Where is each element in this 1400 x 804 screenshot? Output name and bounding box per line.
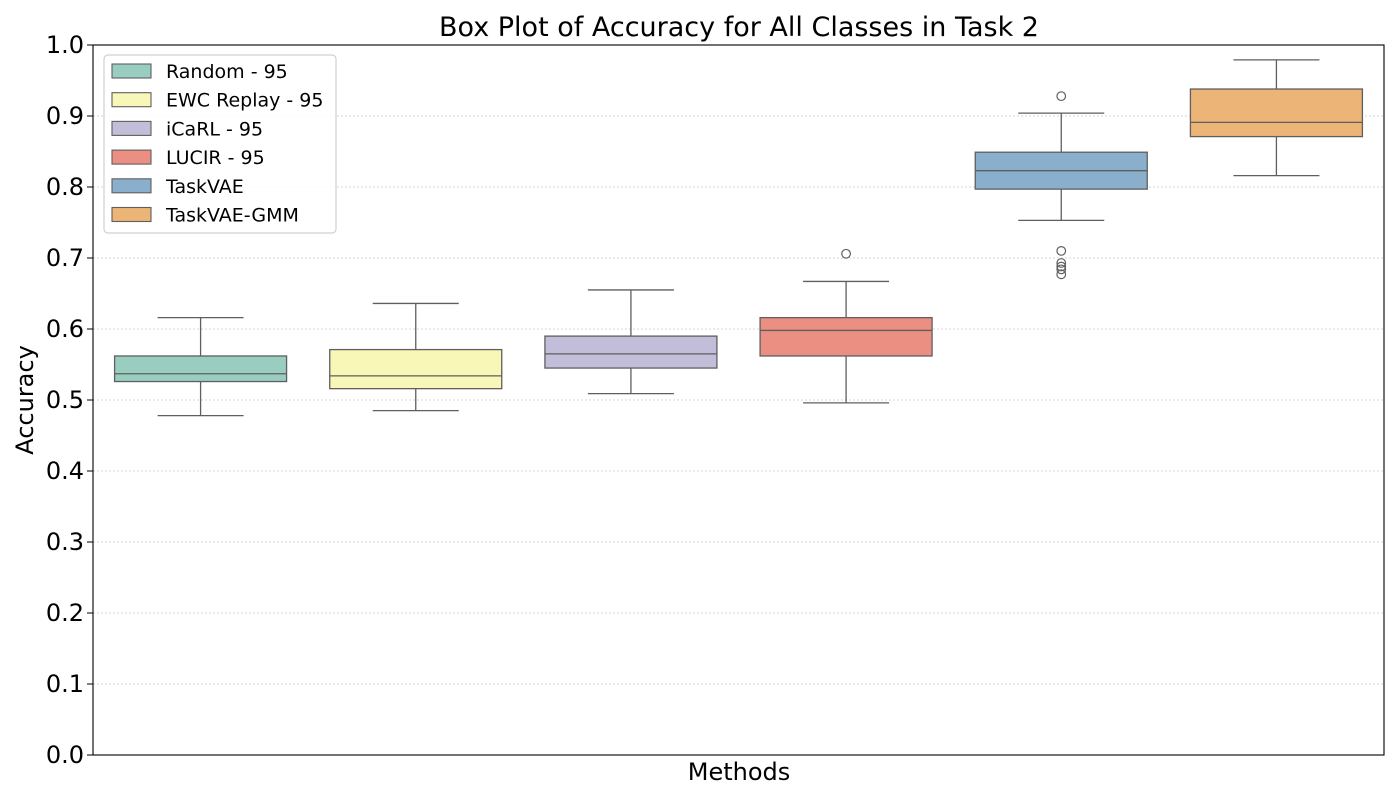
- legend-label-1: EWC Replay - 95: [166, 90, 323, 112]
- y-tick-label-7: 0.7: [46, 244, 84, 272]
- y-axis-label: Accuracy: [11, 345, 39, 455]
- x-axis-label: Methods: [688, 758, 791, 786]
- legend-swatch-2: [111, 120, 152, 136]
- outlier-4-0: [1056, 91, 1067, 102]
- outlier-4-4: [1056, 264, 1067, 275]
- y-tick-label-8: 0.8: [46, 173, 84, 201]
- chart-title: Box Plot of Accuracy for All Classes in …: [439, 12, 1039, 43]
- box-series-2: [544, 289, 718, 395]
- legend-label-3: LUCIR - 95: [166, 147, 265, 169]
- box-1: [329, 348, 503, 390]
- box-series-group: [113, 59, 1364, 417]
- legend-label-4: TaskVAE: [165, 176, 244, 198]
- outlier-4-3: [1056, 261, 1067, 272]
- box-series-0: [113, 316, 288, 417]
- outlier-3-0: [841, 248, 851, 259]
- box-3: [759, 316, 933, 357]
- legend-swatch-5: [111, 206, 152, 223]
- box-series-5: [1189, 59, 1364, 177]
- legend-swatch-1: [111, 92, 152, 108]
- legend: Random - 95 EWC Replay - 95 iCaRL - 95 LUCI…: [103, 54, 337, 234]
- y-tick-label-10: 1.0: [46, 31, 84, 59]
- box-series-1: [329, 302, 503, 412]
- legend-label-0: Random - 95: [166, 61, 288, 83]
- y-axis-ticks: 0.0 0.1 0.2 0.3 0.4 0.5 0.6 0.7 0.8 0.9 1.0: [46, 31, 93, 769]
- legend-swatch-4: [111, 178, 152, 194]
- y-tick-label-6: 0.6: [46, 315, 84, 343]
- box-series-4: [974, 91, 1148, 280]
- y-tick-label-3: 0.3: [46, 528, 84, 556]
- legend-label-2: iCaRL - 95: [166, 118, 263, 140]
- box-5: [1189, 88, 1364, 138]
- legend-swatch-0: [111, 63, 152, 79]
- y-tick-label-1: 0.1: [46, 670, 84, 698]
- y-tick-label-0: 0.0: [46, 741, 84, 769]
- y-tick-label-5: 0.5: [46, 386, 84, 414]
- y-tick-label-4: 0.4: [46, 457, 84, 485]
- outlier-4-2: [1056, 258, 1067, 268]
- y-tick-label-9: 0.9: [46, 102, 84, 130]
- y-tick-label-2: 0.2: [46, 599, 84, 627]
- legend-label-5: TaskVAE-GMM: [165, 205, 299, 227]
- outlier-4-1: [1056, 245, 1067, 256]
- outlier-4-5: [1056, 269, 1067, 280]
- box-series-3: [759, 248, 933, 404]
- box-2: [544, 335, 718, 369]
- legend-frame: [103, 54, 337, 234]
- legend-swatch-3: [111, 149, 152, 165]
- grid-lines: [93, 115, 1384, 685]
- box-0: [113, 355, 288, 383]
